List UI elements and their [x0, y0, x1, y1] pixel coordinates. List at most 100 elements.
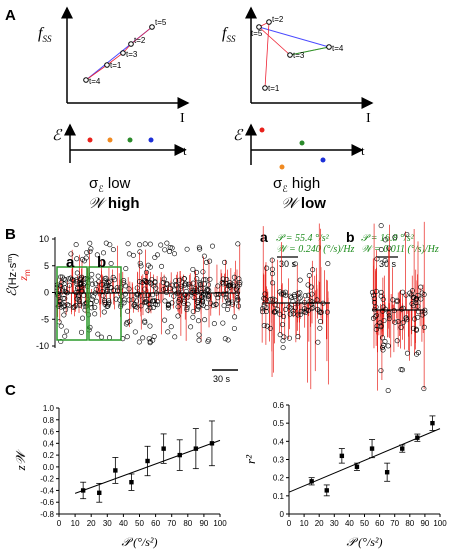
xtick-label: 100	[213, 519, 227, 528]
data-marker	[204, 305, 210, 311]
data-marker	[391, 308, 397, 314]
data-marker	[147, 241, 153, 247]
eps-dot-green	[127, 137, 133, 143]
I-label-right: I	[366, 111, 371, 126]
data-marker	[292, 305, 298, 311]
data-marker	[123, 266, 129, 272]
data-marker	[280, 338, 286, 344]
data-marker	[419, 290, 425, 296]
data-marker	[206, 287, 212, 293]
data-marker	[231, 274, 237, 280]
data-marker	[164, 281, 170, 287]
I-label-left: I	[180, 111, 185, 126]
data-marker	[198, 294, 204, 300]
xtick-label: 50	[360, 519, 369, 528]
eps-timeline-left: ℰ t	[52, 123, 187, 163]
data-marker	[286, 335, 292, 341]
point-marker	[120, 50, 126, 56]
data-marker	[122, 297, 128, 303]
svg-text:ℰ(Hz·sm): ℰ(Hz·sm)	[4, 253, 19, 297]
data-marker	[279, 322, 285, 328]
data-marker	[164, 281, 170, 287]
data-marker	[106, 301, 112, 307]
data-marker	[378, 247, 384, 253]
data-marker	[123, 321, 129, 327]
data-marker	[315, 306, 321, 312]
data-marker	[137, 242, 143, 248]
data-marker	[306, 272, 312, 278]
data-marker	[281, 314, 287, 320]
data-marker	[290, 311, 296, 317]
data-marker	[83, 255, 89, 261]
data-marker	[386, 245, 392, 251]
data-marker	[162, 247, 168, 253]
data-marker	[191, 288, 197, 294]
data-marker	[215, 295, 221, 301]
data-marker	[199, 299, 205, 305]
data-marker	[386, 316, 392, 322]
data-point	[400, 446, 405, 451]
data-marker	[194, 287, 200, 293]
data-marker	[134, 304, 140, 310]
data-marker	[207, 258, 213, 264]
data-marker	[134, 285, 140, 291]
panel-a-letter: A	[5, 7, 16, 24]
data-marker	[373, 326, 379, 332]
data-marker	[155, 299, 161, 305]
data-marker	[92, 304, 98, 310]
ytick-label: 0.0	[43, 463, 55, 472]
data-marker	[107, 242, 113, 248]
data-marker	[394, 338, 400, 344]
data-marker	[223, 280, 229, 286]
xtick-label: 10	[300, 519, 309, 528]
data-point	[113, 468, 118, 473]
data-marker	[87, 248, 93, 254]
data-marker	[263, 309, 269, 315]
chart-zW: 0 10 20 30 40 50 60 70 80 90 100 1.0 0.8 0.6 0.4 0.2 0.0…	[13, 404, 227, 549]
data-marker	[147, 279, 153, 285]
data-marker	[371, 296, 377, 302]
data-marker	[222, 336, 228, 342]
data-marker	[404, 231, 410, 237]
data-marker	[370, 292, 376, 298]
data-marker	[107, 335, 113, 341]
data-marker	[373, 312, 379, 318]
data-marker	[227, 280, 233, 286]
data-point	[384, 470, 390, 475]
data-marker	[207, 300, 213, 306]
data-marker	[66, 282, 72, 288]
data-marker	[310, 305, 316, 311]
data-marker	[58, 323, 64, 329]
data-point	[145, 458, 150, 464]
data-marker	[369, 289, 375, 295]
xtick-label: 40	[119, 519, 128, 528]
data-marker	[92, 290, 98, 296]
t-label-right: t	[361, 143, 365, 158]
data-marker	[167, 285, 173, 291]
inset-b-P: 𝒫 = 16.8 °/s²	[361, 233, 415, 244]
data-marker	[219, 279, 225, 285]
data-marker	[95, 331, 101, 337]
data-marker	[382, 257, 388, 263]
data-marker	[59, 274, 65, 280]
data-marker	[207, 276, 213, 282]
data-marker	[150, 305, 156, 311]
data-marker	[385, 343, 391, 349]
data-marker	[373, 304, 379, 310]
data-marker	[213, 302, 219, 308]
data-marker	[223, 291, 229, 297]
data-marker	[380, 347, 386, 353]
data-marker	[202, 317, 208, 323]
data-marker	[414, 351, 420, 357]
data-marker	[187, 284, 193, 290]
data-marker	[178, 286, 184, 292]
data-marker	[201, 281, 207, 287]
data-marker	[89, 296, 95, 302]
data-marker	[78, 281, 84, 287]
data-marker	[267, 325, 273, 331]
data-point	[339, 453, 345, 459]
data-marker	[392, 234, 398, 240]
data-marker	[172, 287, 178, 293]
data-point	[354, 464, 360, 469]
ytick-label: 0.6	[273, 401, 285, 410]
